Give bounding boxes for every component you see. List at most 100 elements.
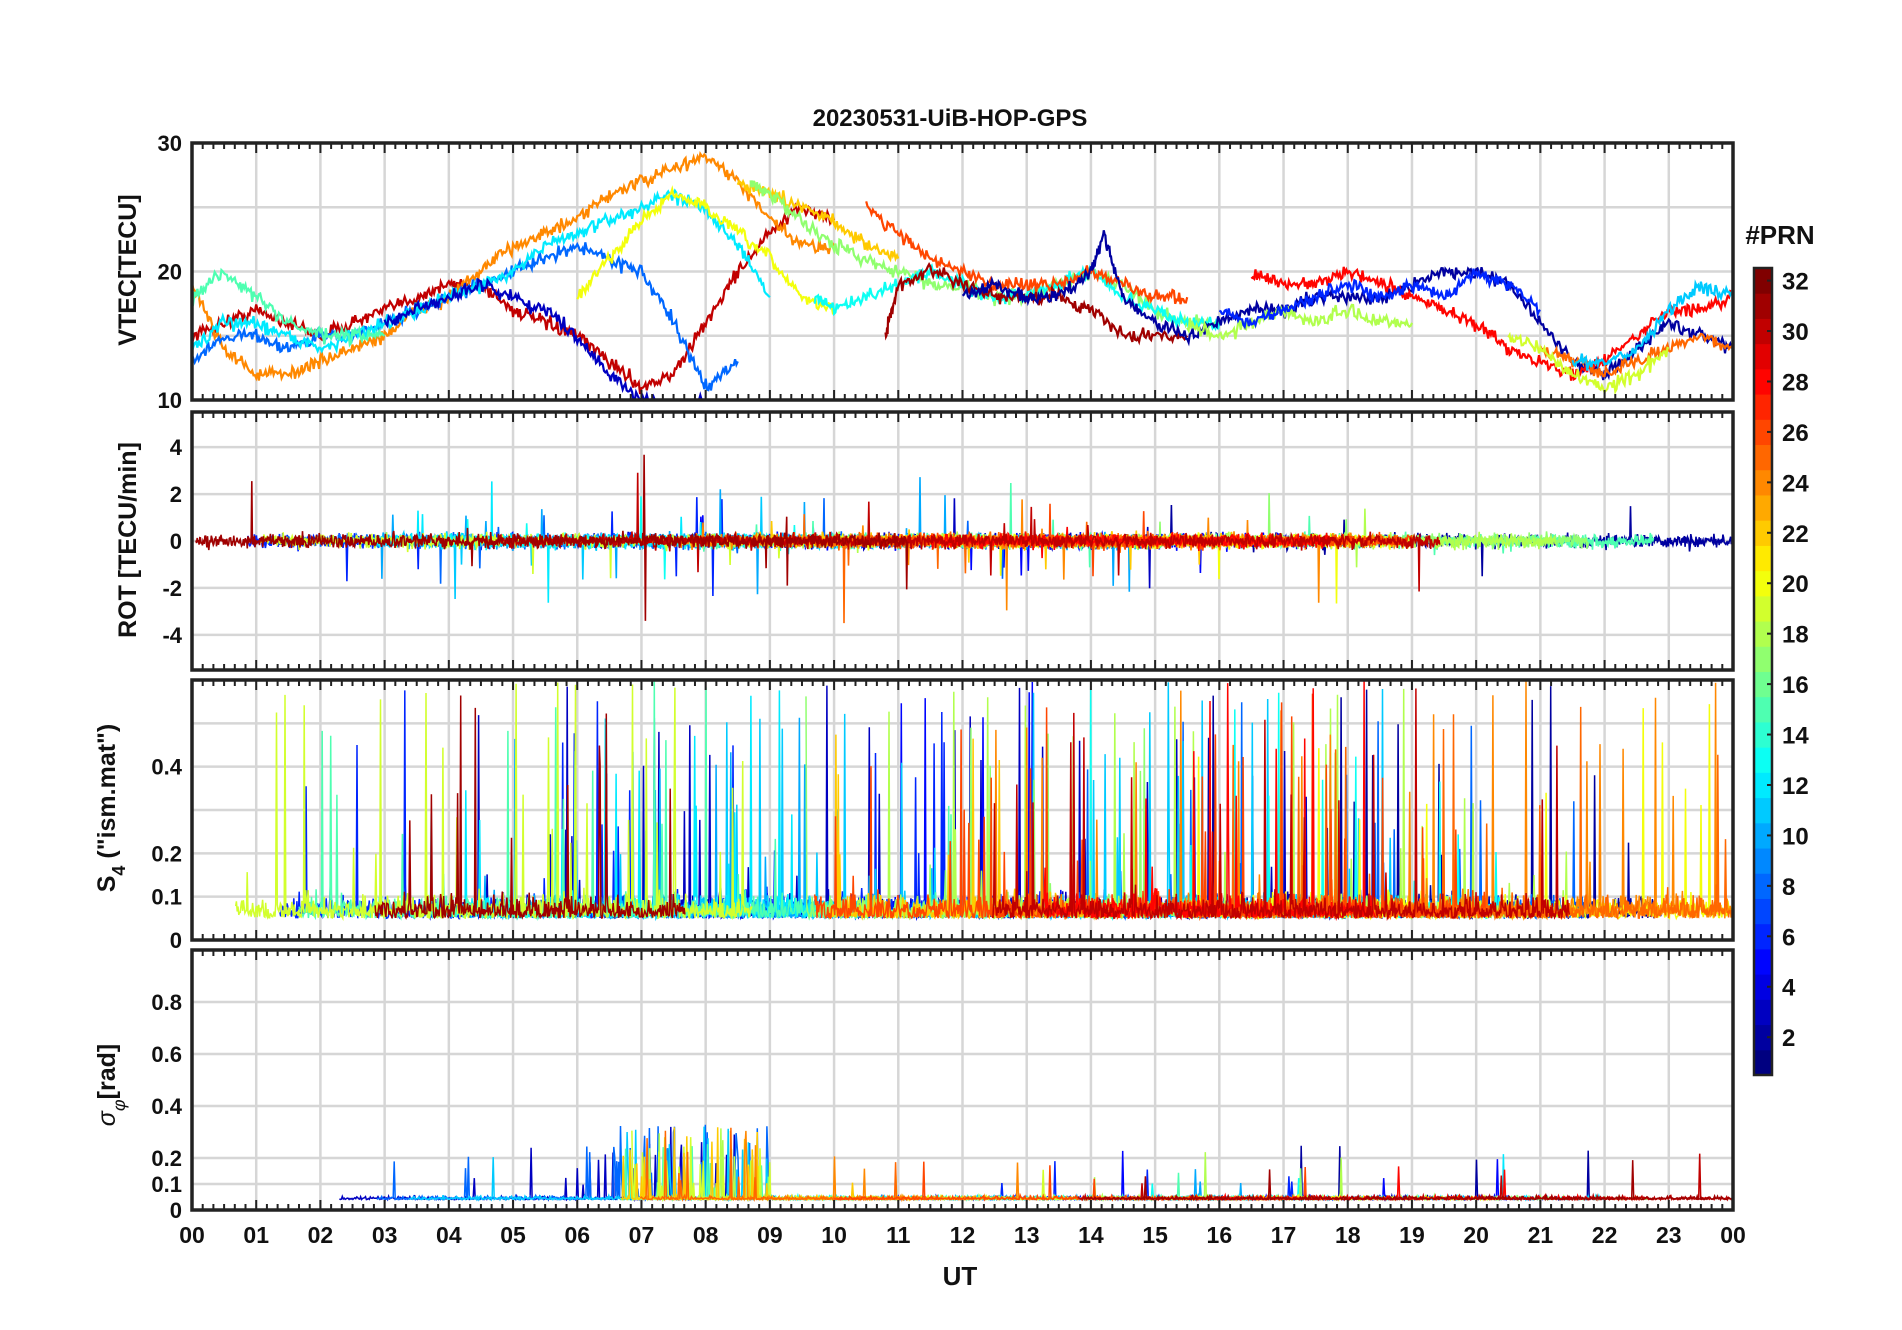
vtec-series-prn-18 [1186,303,1413,343]
s4-ytick-label: 0 [170,928,182,953]
colorbar-segment [1754,696,1772,723]
sigma-phi-panel: 00.10.2 0.4 0.6 0.8 [151,948,1735,1223]
colorbar-tick-label: 10 [1782,823,1809,850]
rot-series [195,454,1734,624]
colorbar-segment [1754,318,1772,345]
sigma-phi-series-prn-12 [1116,1154,1605,1202]
colorbar-segment [1754,974,1772,1000]
s4-series [234,680,1734,922]
colorbar-segment [1754,469,1772,496]
x-tick-label: 09 [757,1222,783,1248]
colorbar-segment [1754,545,1772,572]
colorbar-segment [1754,1024,1772,1051]
colorbar-segment [1754,419,1772,446]
x-tick-label: 22 [1592,1222,1618,1248]
sigma-phi-ylabel: σφ[rad] [93,1044,129,1126]
x-tick-label: 15 [1142,1222,1168,1248]
vtec-series-prn-19 [1507,331,1670,396]
rot-series-prn-30 [498,472,1441,592]
sigma-phi-series-prn-2 [1192,1145,1592,1202]
sigma-phi-ytick-label: 0.2 [151,1146,182,1171]
s4-series-prn-24 [991,680,1734,921]
x-tick-label: 08 [693,1222,719,1248]
colorbar-segment [1754,570,1772,597]
colorbar-segment [1754,848,1772,874]
colorbar-tick-label: 28 [1782,369,1809,396]
colorbar-tick-label: 24 [1782,470,1809,497]
colorbar-tick-label: 2 [1782,1025,1795,1052]
colorbar-segment [1754,646,1772,672]
rot-frame [190,410,1735,672]
rot-series-prn-15 [703,482,1655,568]
sigma-phi-series-prn-31 [1085,1160,1734,1202]
colorbar-tick-label: 18 [1782,622,1809,649]
x-tick-label: 16 [1207,1222,1233,1248]
colorbar-segment [1754,368,1772,395]
x-tick-label: 00 [179,1222,205,1248]
x-tick-label: 05 [500,1222,526,1248]
colorbar-segment [1754,747,1772,773]
colorbar-tick-label: 12 [1782,773,1809,800]
rot-ytick-label: 0 [170,529,182,554]
colorbar-tick-label: 16 [1782,672,1809,699]
x-tick-label: 12 [950,1222,976,1248]
colorbar-tick-label: 22 [1782,521,1809,548]
vtec-series-prn-28 [1250,266,1735,382]
colorbar-tick-label: 14 [1782,723,1809,750]
s4-series-prn-30 [991,688,1571,921]
x-tick-label: 11 [886,1222,911,1248]
rot-ylabel: ROT [TECU/min] [114,442,142,638]
colorbar-segment [1754,621,1772,647]
colorbar-segment [1754,343,1772,370]
colorbar-label: #PRN [1745,220,1814,250]
s4-panel: 0 0.1 0.2 0.4 [151,678,1735,953]
x-tick-label: 01 [243,1222,269,1248]
colorbar-segment [1754,948,1772,975]
sigma-phi-series-prn-22 [620,1127,975,1202]
rot-ytick-label: -2 [162,576,182,601]
chart-title: 20230531-UiB-HOP-GPS [813,105,1088,132]
colorbar-tick-label: 26 [1782,420,1809,447]
x-axis-label: UT [943,1261,978,1291]
rot-ytick-label: 4 [170,435,183,460]
vtec-panel: 10 20 30 [158,131,1735,413]
s4-series-prn-19 [234,682,753,922]
sigma-phi-ytick-label: 0.8 [151,990,182,1015]
rot-series-prn-31 [195,454,909,621]
x-tick-label: 19 [1399,1222,1425,1248]
colorbar-segment [1754,898,1772,925]
vtec-ytick-label: 10 [158,388,182,413]
x-tick-label: 06 [564,1222,590,1248]
sigma-phi-ytick-label: 0.4 [151,1094,182,1119]
sigma-phi-ytick-label: 0 [170,1198,182,1223]
s4-series-prn-12 [427,690,850,921]
colorbar-segment [1754,671,1772,698]
colorbar-segment [1754,293,1772,319]
colorbar-tick-label: 32 [1782,269,1809,296]
sigma-phi-series-prn-26 [833,1161,1328,1202]
colorbar-tick-label: 4 [1782,975,1796,1002]
s4-frame [190,678,1735,942]
vtec-series [190,151,1735,402]
sigma-phi-series [339,1124,1734,1203]
colorbar-segment [1754,1049,1772,1076]
colorbar-segment [1754,494,1772,521]
colorbar-tick-label: 6 [1782,924,1795,951]
vtec-series-prn-6 [1218,268,1541,330]
colorbar-tick-label: 20 [1782,571,1809,598]
colorbar-segment [1754,394,1772,420]
sigma-phi-series-prn-24 [729,1130,1303,1203]
rot-panel: -4 -2 0 2 4 [162,410,1735,672]
vtec-ylabel: VTEC[TECU] [114,194,142,345]
x-tick-label: 21 [1528,1222,1554,1248]
colorbar-segment [1754,822,1772,849]
rot-ytick-label: 2 [170,482,182,507]
colorbar-frame [1752,266,1774,1077]
sigma-phi-series-prn-19 [631,1130,1078,1203]
vtec-frame [190,141,1735,402]
x-tick-label: 00 [1720,1222,1746,1248]
vtec-series-prn-26 [865,201,1189,305]
x-tick-label: 23 [1656,1222,1682,1248]
x-tick-label: 20 [1463,1222,1489,1248]
